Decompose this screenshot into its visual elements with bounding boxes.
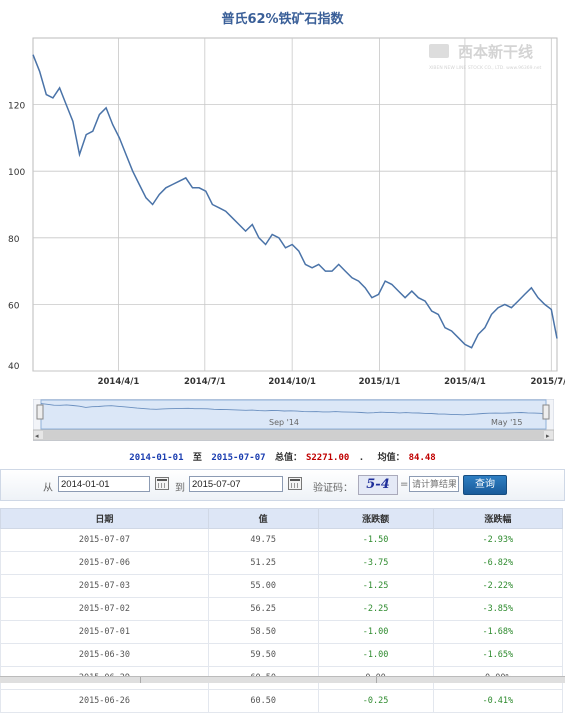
from-label: 从: [43, 483, 53, 494]
to-label: 到: [175, 483, 185, 494]
summary-avg: 84.48: [408, 453, 436, 463]
bottom-taskbar: [0, 676, 565, 683]
cell-value: 49.75: [207, 528, 319, 552]
cell-value: 51.25: [207, 551, 319, 575]
to-calendar-icon[interactable]: [288, 477, 302, 490]
cell-value: 60.50: [207, 689, 319, 713]
bar-divider: [376, 677, 377, 683]
cell-date: 2015-06-26: [0, 689, 209, 713]
table-row: 2015-07-02 56.25 -2.25 -3.85%: [0, 597, 564, 621]
table-row: 2015-07-01 58.50 -1.00 -1.68%: [0, 620, 564, 644]
captcha-label: 验证码：: [313, 483, 353, 494]
cell-change-pct: -2.22%: [432, 574, 564, 598]
cell-change: -3.75: [317, 551, 434, 575]
cell-date: 2015-07-07: [0, 528, 209, 552]
bar-divider: [140, 677, 141, 683]
cell-change-pct: -6.82%: [432, 551, 564, 575]
line-chart: 40 60 80 100 120 2014/4/1 2014/7/1 2014/10/1 201…: [8, 37, 565, 387]
watermark-brand: 西本新干线: [458, 43, 533, 61]
to-date-input[interactable]: 2015-07-07: [189, 476, 283, 492]
cell-change: -1.00: [317, 643, 434, 667]
captcha-image: 5-4: [358, 475, 398, 495]
cell-change: -1.25: [317, 574, 434, 598]
navigator-series: [40, 403, 547, 416]
x-tick-label: 2014/4/1: [98, 377, 140, 387]
y-tick-label: 80: [8, 235, 20, 245]
summary-total: S2271.00: [305, 453, 350, 463]
series-line: [32, 54, 558, 349]
cell-date: 2015-07-06: [0, 551, 209, 575]
summary-total-label: 总值：: [274, 453, 302, 463]
navigator-label-1: Sep '14: [269, 418, 299, 427]
x-tick-label: 2015/4/1: [444, 377, 486, 387]
cell-change-pct: -2.93%: [432, 528, 564, 552]
x-tick-label: 2014/7/1: [184, 377, 226, 387]
table-row: 2015-07-07 49.75 -1.50 -2.93%: [0, 528, 564, 552]
table-row: 2015-06-26 60.50 -0.25 -0.41%: [0, 689, 564, 713]
watermark-logo: 西本新干线 XIBEN NEW LINE STOCK CO., LTD. www…: [429, 43, 542, 71]
scroll-left-icon: ◂: [35, 432, 39, 440]
cell-change: -0.25: [317, 689, 434, 713]
header-change: 涨跌额: [317, 508, 434, 529]
cell-change-pct: -0.41%: [432, 689, 564, 713]
summary-start: 2014-01-01: [129, 453, 184, 463]
y-tick-label: 40: [8, 362, 20, 372]
navigator-left-handle: [36, 404, 44, 420]
cell-change-pct: -3.85%: [432, 597, 564, 621]
cell-date: 2015-06-30: [0, 643, 209, 667]
plot-frame: [32, 37, 558, 372]
cell-date: 2015-07-02: [0, 597, 209, 621]
cell-change: -2.25: [317, 597, 434, 621]
summary-avg-label: 均值：: [377, 453, 405, 463]
from-calendar-icon[interactable]: [155, 477, 169, 490]
cell-change-pct: -1.65%: [432, 643, 564, 667]
summary-dot: .: [358, 453, 365, 463]
summary-line: 2014-01-01 至 2015-07-07 总值： S2271.00 . 均值…: [0, 450, 565, 463]
y-tick-label: 120: [8, 102, 25, 112]
cell-date: 2015-07-03: [0, 574, 209, 598]
watermark-icon: [429, 44, 449, 58]
chart-grid: 40 60 80 100 120 2014/4/1 2014/7/1 2014/10/1 201…: [8, 37, 565, 387]
table-row: 2015-06-30 59.50 -1.00 -1.65%: [0, 643, 564, 667]
range-navigator[interactable]: Sep '14 May '15 ◂ ▸: [32, 398, 555, 442]
cell-value: 56.25: [207, 597, 319, 621]
scroll-right-icon: ▸: [546, 432, 550, 440]
scrollbar-thumb: [43, 431, 544, 439]
y-tick-label: 100: [8, 168, 25, 178]
navigator-label-2: May '15: [491, 418, 522, 427]
equals-sign: =: [400, 479, 409, 490]
y-tick-label: 60: [8, 301, 20, 311]
header-date: 日期: [0, 508, 209, 529]
header-change-pct: 涨跌幅: [432, 508, 564, 529]
x-tick-label: 2015/1/1: [359, 377, 401, 387]
x-tick-label: 2015/7/1: [530, 377, 565, 387]
cell-value: 55.00: [207, 574, 319, 598]
summary-end: 2015-07-07: [211, 453, 266, 463]
from-date-input[interactable]: 2014-01-01: [58, 476, 150, 492]
watermark-subtitle: XIBEN NEW LINE STOCK CO., LTD. www.96369…: [429, 65, 542, 71]
navigator-right-handle: [542, 404, 550, 420]
cell-change-pct: -1.68%: [432, 620, 564, 644]
summary-sep: 至: [192, 453, 202, 463]
query-button[interactable]: 查询: [463, 475, 507, 495]
cell-change: -1.50: [317, 528, 434, 552]
cell-value: 58.50: [207, 620, 319, 644]
query-bar: 从 2014-01-01 到 2015-07-07 验证码： 5-4 = 查询: [0, 469, 565, 501]
page-title: 普氏62%铁矿石指数: [221, 12, 344, 27]
cell-change: -1.00: [317, 620, 434, 644]
table-row: 2015-07-03 55.00 -1.25 -2.22%: [0, 574, 564, 598]
captcha-answer-input[interactable]: [409, 476, 459, 492]
table-row: 2015-07-06 51.25 -3.75 -6.82%: [0, 551, 564, 575]
cell-date: 2015-07-01: [0, 620, 209, 644]
header-value: 值: [207, 508, 319, 529]
cell-value: 59.50: [207, 643, 319, 667]
x-tick-label: 2014/10/1: [268, 377, 316, 387]
